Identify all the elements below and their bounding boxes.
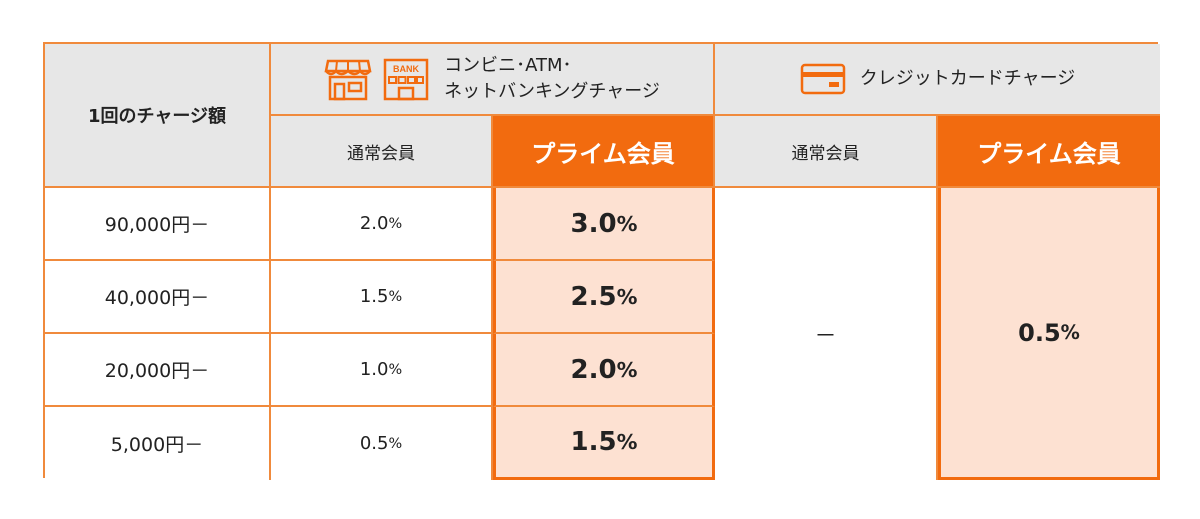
store-icon — [324, 59, 372, 101]
bank-sign-text: BANK — [393, 64, 419, 74]
group1-title-line1: コンビニ･ATM･ — [444, 55, 572, 76]
amount-cell: 90,000円－ — [45, 188, 271, 261]
convenience-atm-group-header: BANK コンビニ･ATM･ ネットバンキングチャージ — [271, 44, 715, 116]
group1-prime-header: プライム会員 — [493, 116, 715, 188]
prime-rate-cell: 3.0% — [493, 188, 715, 261]
charge-rate-table: 1回のチャージ額 BANK — [43, 42, 1160, 480]
group1-title-line2: ネットバンキングチャージ — [444, 81, 660, 102]
regular-rate-cell: 0.5% — [271, 407, 493, 480]
credit-card-icon — [800, 63, 846, 95]
regular-rate-cell: 1.0% — [271, 334, 493, 407]
group2-regular-header: 通常会員 — [715, 116, 938, 188]
amount-cell: 5,000円－ — [45, 407, 271, 480]
credit-card-group-header: クレジットカードチャージ — [715, 44, 1160, 116]
charge-amount-header: 1回のチャージ額 — [45, 44, 271, 188]
regular-rate-cell: 1.5% — [271, 261, 493, 334]
prime-rate-cell: 2.0% — [493, 334, 715, 407]
credit-regular-rate-cell: － — [715, 188, 938, 480]
bank-icon: BANK — [383, 58, 429, 101]
credit-prime-rate-cell: 0.5% — [938, 188, 1160, 480]
regular-rate-cell: 2.0% — [271, 188, 493, 261]
group2-title: クレジットカードチャージ — [859, 68, 1076, 89]
group1-regular-header: 通常会員 — [271, 116, 493, 188]
amount-cell: 20,000円－ — [45, 334, 271, 407]
group2-prime-header: プライム会員 — [938, 116, 1160, 188]
prime-rate-cell: 1.5% — [493, 407, 715, 480]
prime-rate-cell: 2.5% — [493, 261, 715, 334]
amount-cell: 40,000円－ — [45, 261, 271, 334]
